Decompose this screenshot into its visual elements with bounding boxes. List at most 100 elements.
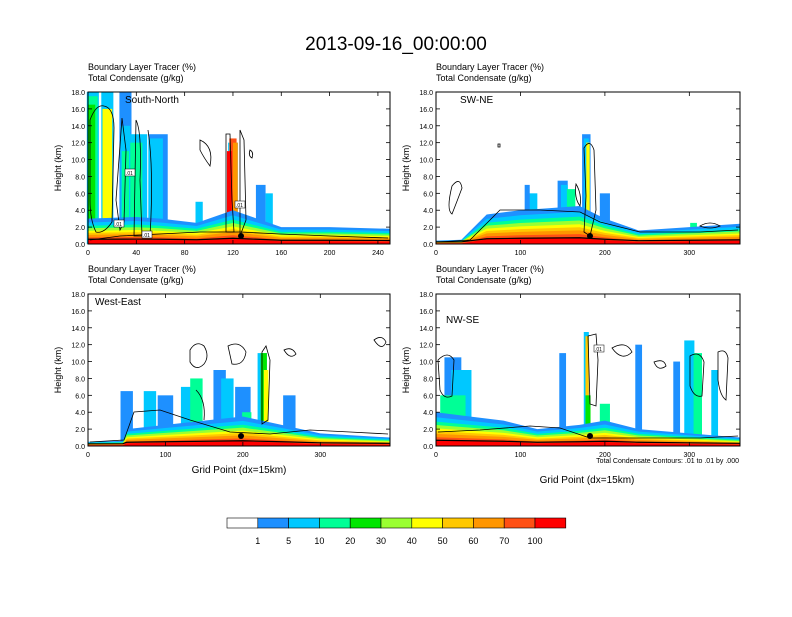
- x-tick-label: 100: [160, 452, 172, 459]
- y-tick-label: 12.0: [419, 141, 433, 148]
- colorbar-swatch: [503, 517, 536, 529]
- colorbar: 1 5 10 20 30 40 50 60 70 100: [226, 517, 567, 546]
- panel-subtitle-2: Total Condensate (g/kg): [88, 275, 184, 285]
- y-tick-label: 18.0: [71, 90, 85, 97]
- tracer-band: [436, 440, 740, 446]
- y-tick-label: 16.0: [71, 107, 85, 114]
- colorbar-label: 20: [345, 536, 355, 546]
- colorbar-swatch: [442, 517, 474, 529]
- y-tick-label: 8.0: [75, 174, 85, 181]
- panel-sw-ne: Boundary Layer Tracer (%) Total Condensa…: [401, 62, 741, 257]
- colorbar-swatch: [411, 517, 443, 529]
- y-tick-label: 18.0: [419, 292, 433, 299]
- condensate-contours: [89, 337, 389, 443]
- y-tick-label: 2.0: [75, 225, 85, 232]
- colorbar-label: 40: [407, 536, 417, 546]
- marker-dot: [587, 233, 593, 239]
- x-axis: 0 40 80 120 160 200 240: [86, 92, 384, 257]
- tracer-band: [88, 441, 390, 446]
- panel-nw-se: Boundary Layer Tracer (%) Total Condensa…: [401, 264, 741, 486]
- y-tick-label: 0.0: [75, 444, 85, 451]
- svg-text:.01: .01: [126, 171, 133, 177]
- y-tick-label: 10.0: [71, 360, 85, 367]
- y-tick-label: 6.0: [75, 191, 85, 198]
- y-tick-label: 16.0: [419, 107, 433, 114]
- x-tick-label: 0: [434, 250, 438, 257]
- condensate-contours: [437, 333, 739, 439]
- panel-subtitle-1: Boundary Layer Tracer (%): [88, 62, 196, 72]
- y-axis-title: Height (km): [401, 347, 411, 394]
- y-tick-label: 8.0: [423, 174, 433, 181]
- y-tick-label: 4.0: [423, 208, 433, 215]
- x-tick-label: 300: [683, 452, 695, 459]
- tracer-column: [232, 142, 238, 244]
- tracer-column: [599, 193, 610, 244]
- x-tick-label: 100: [515, 452, 527, 459]
- panel-subtitle-2: Total Condensate (g/kg): [88, 73, 184, 83]
- colorbar-label: 30: [376, 536, 386, 546]
- y-tick-label: 4.0: [75, 410, 85, 417]
- x-tick-label: 120: [227, 250, 239, 257]
- y-tick-label: 18.0: [71, 292, 85, 299]
- panel-label: West-East: [95, 297, 141, 308]
- tracer-column: [711, 370, 719, 446]
- tracer-column: [586, 142, 590, 244]
- x-tick-label: 40: [132, 250, 140, 257]
- y-axis: 0.0 2.0 4.0 6.0 8.0 10.0 12.0 14.0 16.0 18.0: [71, 90, 390, 249]
- panel-subtitle-1: Boundary Layer Tracer (%): [88, 264, 196, 274]
- panel-label: South-North: [125, 95, 179, 106]
- tracer-column: [559, 353, 567, 446]
- y-tick-label: 4.0: [423, 410, 433, 417]
- terrain-line: [87, 237, 391, 242]
- tracer-column: [229, 138, 237, 244]
- y-tick-label: 12.0: [71, 343, 85, 350]
- tracer-field: [435, 134, 741, 244]
- colorbar-label: 1: [255, 536, 260, 546]
- condensate-contours: [437, 143, 739, 243]
- tracer-column: [148, 138, 163, 244]
- y-tick-label: 10.0: [71, 158, 85, 165]
- y-tick-label: 6.0: [75, 393, 85, 400]
- tracer-band: [88, 238, 390, 244]
- plot-frame: [435, 91, 741, 245]
- plot-frame: [87, 91, 391, 245]
- tracer-column: [121, 151, 130, 244]
- x-tick-label: 80: [181, 250, 189, 257]
- y-tick-label: 14.0: [419, 326, 433, 333]
- y-tick-label: 10.0: [419, 360, 433, 367]
- y-tick-label: 18.0: [419, 90, 433, 97]
- y-tick-label: 6.0: [423, 191, 433, 198]
- y-tick-label: 0.0: [423, 242, 433, 249]
- marker-dot: [587, 433, 593, 439]
- y-tick-label: 12.0: [71, 141, 85, 148]
- tracer-column: [693, 353, 702, 446]
- colorbar-swatch: [288, 517, 320, 529]
- x-tick-label: 0: [434, 452, 438, 459]
- tracer-column: [635, 344, 643, 446]
- x-axis: 0 100 200 300: [434, 92, 695, 257]
- contour-footnote: Total Condensate Contours: .01 to .01 by…: [596, 458, 739, 465]
- colorbar-label: 50: [438, 536, 448, 546]
- svg-text:.01: .01: [236, 203, 243, 209]
- x-tick-label: 200: [599, 452, 611, 459]
- colorbar-swatch: [380, 517, 413, 529]
- x-tick-label: 200: [599, 250, 611, 257]
- colorbar-swatch: [257, 517, 289, 529]
- plot-area: .01 .01 .01 .01 South-North 0.0 2.0 4.0 6.0…: [71, 90, 391, 257]
- y-tick-label: 2.0: [423, 225, 433, 232]
- y-tick-label: 14.0: [71, 124, 85, 131]
- panel-subtitle-1: Boundary Layer Tracer (%): [436, 264, 544, 274]
- tracer-column: [102, 108, 113, 244]
- y-axis: 0.0 2.0 4.0 6.0 8.0 10.0 12.0 14.0 16.0 18.0: [419, 90, 740, 249]
- tracer-column: [255, 184, 266, 244]
- contour-label: .01: [595, 347, 602, 353]
- svg-text:.01: .01: [115, 222, 122, 228]
- y-tick-label: 4.0: [75, 208, 85, 215]
- tracer-column: [88, 104, 96, 245]
- panel-subtitle-2: Total Condensate (g/kg): [436, 275, 532, 285]
- tracer-column: [684, 340, 695, 446]
- x-tick-label: 100: [515, 250, 527, 257]
- panel-south-north: Boundary Layer Tracer (%) Total Condensa…: [53, 62, 391, 257]
